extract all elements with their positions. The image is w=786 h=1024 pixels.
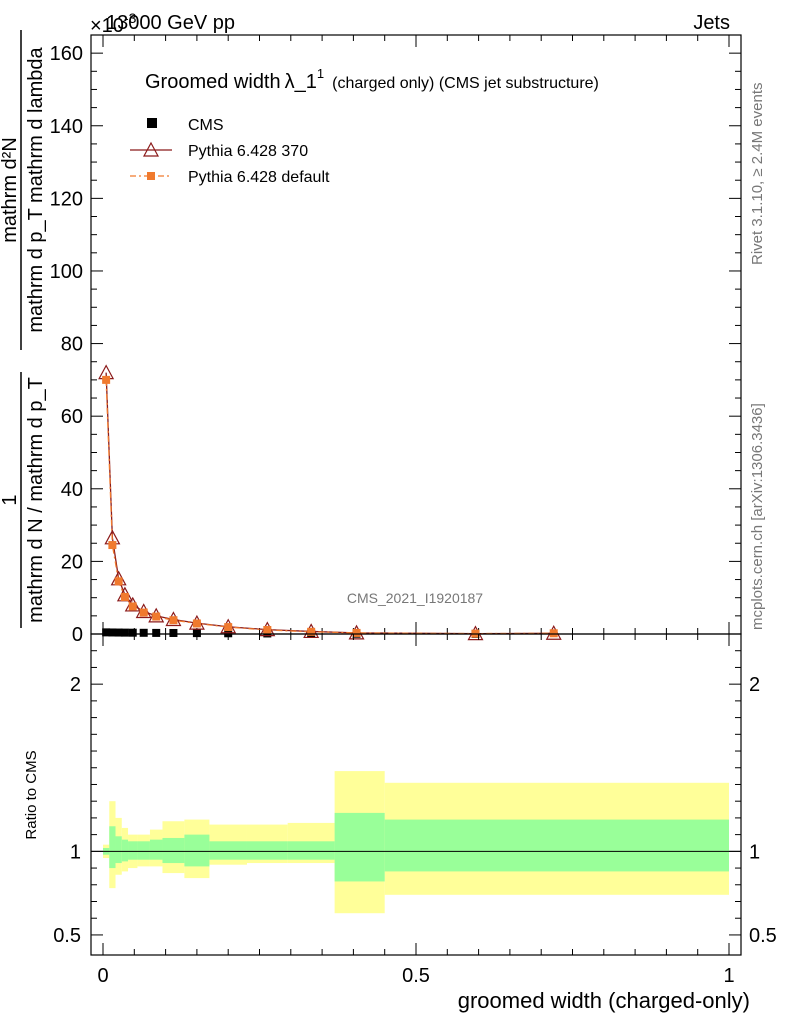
ylabel-numerator: mathrm d²N <box>0 137 21 243</box>
ratio-y-tick-label: 0.5 <box>53 925 81 947</box>
pythia-default-point <box>192 619 201 628</box>
ratio-band-stat-bin <box>121 839 129 862</box>
main-y-tick-label: 120 <box>50 188 83 210</box>
cms-data-point <box>139 628 148 637</box>
main-y-tick-label: 140 <box>50 116 83 138</box>
plot-title: Groomed width λ_11(charged only) (CMS jet… <box>145 66 599 93</box>
cms-data-point <box>108 628 117 637</box>
ratio-y-tick-label: 1 <box>70 841 81 863</box>
legend-label-cms: CMS <box>188 117 224 134</box>
series-line-pythia-370 <box>105 372 554 635</box>
x-axis-label: groomed width (charged-only) <box>458 988 750 1013</box>
ratio-y-tick-label-right: 1 <box>749 841 760 863</box>
rivet-version-label: Rivet 3.1.10, ≥ 2.4M events <box>749 83 766 266</box>
main-y-tick-label: 0 <box>72 624 83 646</box>
pythia-default-point <box>128 602 137 611</box>
pythia-default-point <box>152 612 161 621</box>
ratio-y-tick-label: 2 <box>70 674 81 696</box>
cms-data-point <box>102 628 111 637</box>
ratio-band-stat-bin <box>162 837 185 864</box>
analysis-watermark: CMS_2021_I1920187 <box>347 590 483 606</box>
mcplots-source-label: mcplots.cern.ch [arXiv:1306.3436] <box>749 403 766 630</box>
ratio-band-stat-bin <box>137 841 150 860</box>
x-tick-label: 0.5 <box>402 965 430 987</box>
main-y-tick-label: 40 <box>61 479 83 501</box>
ratio-y-tick-label-right: 2 <box>749 674 760 696</box>
series-line-pythia-default <box>105 379 554 635</box>
ratio-band-stat-bin <box>128 841 138 860</box>
main-y-tick-label: 80 <box>61 334 83 356</box>
ratio-band-stat-bin <box>246 841 288 860</box>
main-y-tick-label: 100 <box>50 261 83 283</box>
legend-marker-pythia-default <box>147 172 155 180</box>
ratio-band-stat-bin <box>209 841 247 860</box>
legend-label-pythia-default: Pythia 6.428 default <box>188 169 330 186</box>
legend-marker-cms <box>147 118 157 128</box>
pythia-default-point <box>120 592 129 601</box>
main-y-tick-label: 60 <box>61 406 83 428</box>
pythia-default-point <box>263 626 272 635</box>
ratio-band-stat-bin <box>287 841 335 860</box>
cms-data-point <box>169 628 178 637</box>
pythia-default-point <box>114 577 123 586</box>
cms-data-point <box>192 629 201 638</box>
pythia-default-point <box>307 627 316 636</box>
cms-data-point <box>120 628 129 637</box>
x-tick-label: 0 <box>97 965 108 987</box>
legend-marker-pythia-370 <box>142 141 160 157</box>
cms-data-point <box>152 628 161 637</box>
ratio-band-stat-bin <box>149 839 163 860</box>
main-y-axis-label: 1 mathrm d N / mathrm d p_T mathrm d²N m… <box>0 30 47 628</box>
ylabel-prefix-numerator: 1 <box>0 494 21 505</box>
cms-data-point <box>114 628 123 637</box>
ylabel-prefix-denominator: mathrm d N / mathrm d p_T <box>25 377 47 623</box>
ratio-band-stat-bin <box>384 819 729 872</box>
pythia-default-point <box>108 541 117 550</box>
ratio-plot-panel: 0 0.5 1 0.5 0.5 1 1 2 2 <box>53 633 777 987</box>
pythia-default-point <box>139 608 148 617</box>
pythia-default-point <box>352 628 361 637</box>
pythia-default-point <box>169 616 178 625</box>
exponent-prefix: ×10-3 <box>90 10 137 37</box>
pythia-default-point <box>102 375 111 384</box>
x-tick-label: 1 <box>723 965 734 987</box>
ratio-band-stat-bin <box>334 812 385 882</box>
main-plot-panel: 0 20 40 60 80 100 120 140 160 <box>50 34 742 646</box>
ratio-y-tick-label-right: 0.5 <box>749 925 777 947</box>
ylabel-denominator: mathrm d p_T mathrm d lambda <box>25 46 47 332</box>
pythia-default-point <box>224 623 233 632</box>
ratio-y-axis-label: Ratio to CMS <box>23 750 40 839</box>
legend: CMS Pythia 6.428 370 Pythia 6.428 defaul… <box>130 117 330 186</box>
legend-label-pythia-370: Pythia 6.428 370 <box>188 143 308 160</box>
pythia-default-point <box>549 629 558 638</box>
ratio-band-stat-bin <box>115 836 122 864</box>
ratio-band-stat-bin <box>109 826 116 869</box>
cms-data-point <box>128 628 137 637</box>
ratio-band-stat-bin <box>184 834 210 867</box>
main-y-tick-label: 20 <box>61 551 83 573</box>
header-collision-label: 13000 GeV pp <box>106 12 235 34</box>
header-jets-label: Jets <box>693 12 730 34</box>
main-y-tick-label: 160 <box>50 43 83 65</box>
